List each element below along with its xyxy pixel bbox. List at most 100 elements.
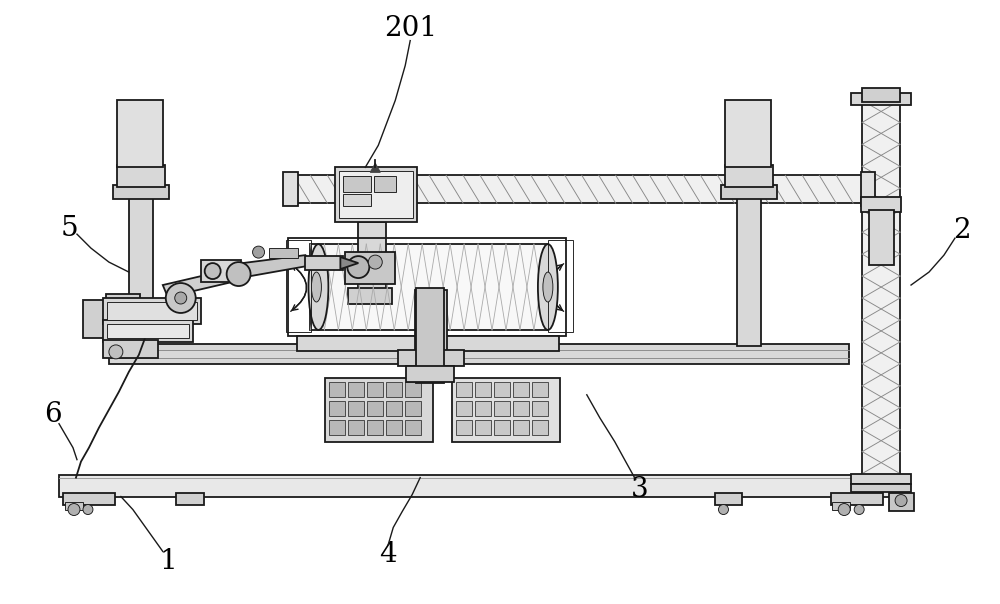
Bar: [103, 320, 193, 342]
Bar: [415, 290, 447, 352]
Ellipse shape: [543, 272, 553, 302]
Circle shape: [838, 504, 850, 515]
Bar: [59, 475, 907, 496]
Bar: [339, 172, 413, 218]
Bar: [416, 288, 444, 383]
Circle shape: [68, 504, 80, 515]
Bar: [201, 260, 241, 282]
Bar: [386, 420, 402, 435]
Bar: [861, 172, 875, 206]
Bar: [329, 420, 345, 435]
Polygon shape: [243, 255, 312, 276]
Bar: [715, 492, 742, 504]
Bar: [862, 100, 900, 477]
Bar: [176, 492, 204, 504]
Bar: [452, 378, 560, 442]
Bar: [358, 222, 386, 290]
Bar: [851, 94, 911, 106]
Bar: [475, 382, 491, 397]
Ellipse shape: [538, 244, 558, 330]
Bar: [103, 340, 158, 358]
Bar: [456, 382, 472, 397]
Polygon shape: [340, 257, 358, 269]
Bar: [456, 420, 472, 435]
Bar: [513, 382, 529, 397]
Bar: [107, 324, 189, 338]
Bar: [113, 185, 169, 199]
Bar: [832, 501, 850, 510]
Text: 2: 2: [953, 217, 971, 243]
Bar: [325, 378, 433, 442]
Circle shape: [347, 256, 369, 278]
Bar: [329, 382, 345, 397]
Bar: [286, 240, 311, 332]
Bar: [348, 401, 364, 416]
Bar: [725, 165, 773, 187]
Polygon shape: [370, 163, 380, 172]
Bar: [283, 172, 298, 206]
Bar: [862, 89, 900, 103]
Bar: [374, 176, 396, 192]
Bar: [532, 382, 548, 397]
Bar: [269, 248, 298, 258]
Bar: [405, 420, 421, 435]
Bar: [494, 401, 510, 416]
Bar: [367, 382, 383, 397]
Circle shape: [718, 504, 728, 515]
Text: 3: 3: [631, 476, 648, 503]
Bar: [851, 484, 911, 492]
Bar: [129, 196, 153, 346]
Bar: [63, 492, 115, 504]
Circle shape: [368, 255, 382, 269]
Bar: [532, 420, 548, 435]
Bar: [305, 256, 343, 270]
Circle shape: [253, 246, 265, 258]
Bar: [721, 185, 777, 199]
Text: 6: 6: [44, 401, 62, 428]
Bar: [65, 501, 83, 510]
Bar: [475, 420, 491, 435]
Bar: [83, 300, 109, 338]
Bar: [405, 401, 421, 416]
Bar: [297, 336, 559, 351]
Bar: [329, 401, 345, 416]
Bar: [348, 382, 364, 397]
Bar: [293, 175, 864, 203]
Bar: [405, 382, 421, 397]
Bar: [851, 474, 911, 484]
Bar: [117, 165, 165, 187]
Circle shape: [205, 263, 221, 279]
Bar: [103, 298, 201, 324]
Bar: [343, 176, 371, 192]
Circle shape: [83, 504, 93, 515]
Circle shape: [109, 345, 123, 359]
Bar: [348, 288, 392, 304]
Bar: [831, 492, 883, 504]
Ellipse shape: [311, 272, 321, 302]
Bar: [513, 401, 529, 416]
Bar: [398, 350, 464, 366]
Text: 201: 201: [384, 15, 437, 42]
Bar: [889, 492, 914, 510]
Text: 4: 4: [379, 541, 397, 568]
Bar: [117, 100, 163, 167]
Bar: [532, 401, 548, 416]
Bar: [343, 194, 371, 206]
Bar: [406, 366, 454, 382]
Text: 1: 1: [160, 548, 178, 575]
Bar: [107, 302, 197, 320]
Bar: [386, 401, 402, 416]
Bar: [109, 344, 849, 364]
Bar: [869, 210, 894, 265]
Bar: [725, 100, 771, 167]
Bar: [548, 240, 573, 332]
Ellipse shape: [308, 244, 328, 330]
Bar: [367, 401, 383, 416]
Bar: [288, 238, 566, 336]
Bar: [861, 198, 901, 212]
Bar: [737, 196, 761, 346]
Bar: [456, 401, 472, 416]
Bar: [345, 252, 395, 284]
Polygon shape: [163, 268, 241, 297]
Bar: [386, 382, 402, 397]
